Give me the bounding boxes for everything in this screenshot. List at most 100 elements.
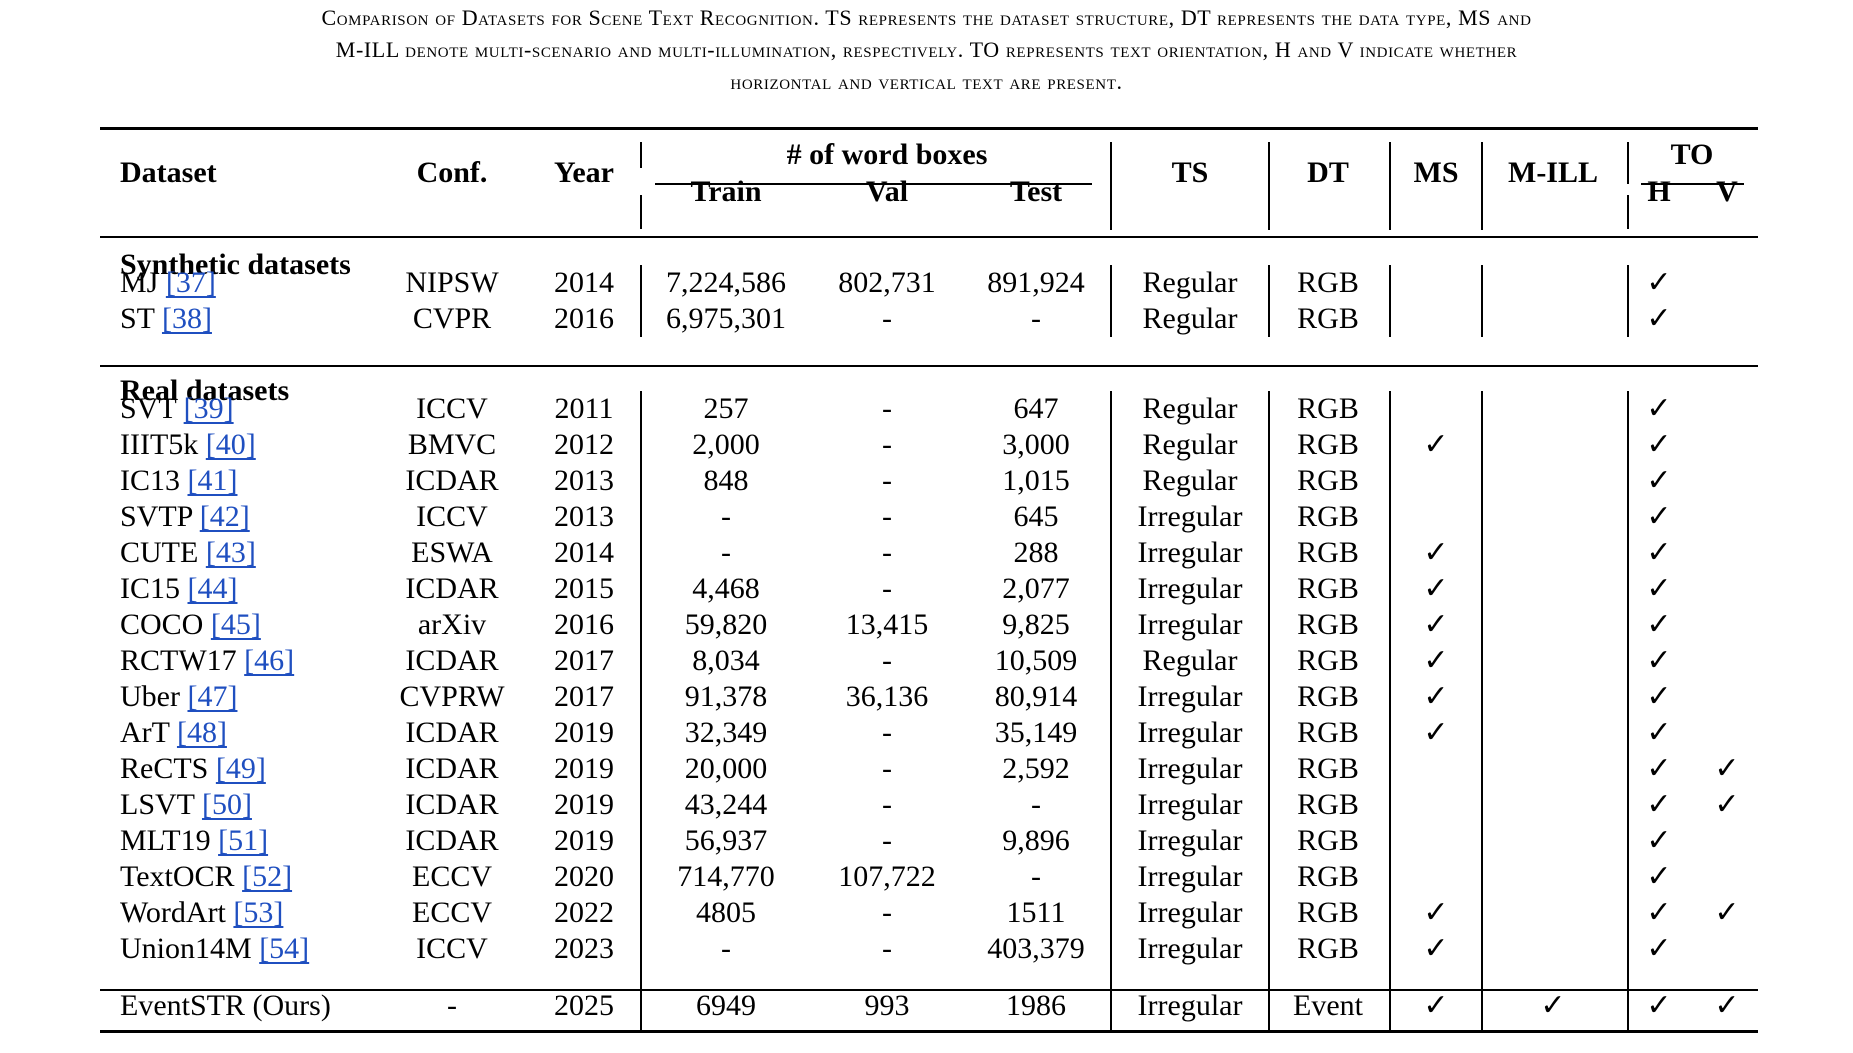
citation-link[interactable]: [38] (161, 302, 212, 335)
column-divider (1110, 265, 1112, 337)
column-divider (1268, 991, 1270, 1030)
cell-dt: RGB (1297, 824, 1359, 857)
cell-conf: ESWA (411, 536, 493, 569)
column-divider (1627, 265, 1629, 337)
cell-dt: RGB (1297, 788, 1359, 821)
cell-val: 13,415 (845, 608, 929, 641)
cell-dt: RGB (1297, 716, 1359, 749)
column-divider (1110, 991, 1112, 1030)
cell-year: 2011 (554, 392, 614, 425)
cell-val: 107,722 (838, 860, 936, 893)
cell-train: 43,244 (684, 788, 768, 821)
dataset-name-textocr: TextOCR [52] (120, 859, 292, 895)
cell-conf: arXiv (417, 608, 487, 641)
cell-train: 2,000 (692, 428, 760, 461)
header-test: Test (1009, 175, 1063, 208)
v-check: ✓ (1714, 895, 1740, 930)
cell-year: 2013 (554, 500, 614, 533)
dataset-name-rects: ReCTS [49] (120, 751, 266, 787)
dataset-name-text: EventSTR (Ours) (120, 989, 331, 1022)
cell-ts: Irregular (1137, 752, 1243, 785)
cell-val: - (882, 302, 892, 335)
citation-link[interactable]: [45] (210, 608, 261, 641)
h-check: ✓ (1646, 301, 1672, 336)
cell-val: - (882, 536, 892, 569)
cell-train: - (721, 536, 731, 569)
cell-test: 645 (1013, 500, 1059, 533)
dataset-name-coco: COCO [45] (120, 607, 261, 643)
cell-ts: Regular (1142, 428, 1238, 461)
header-bottom-rule (100, 236, 1758, 238)
cell-conf: ICDAR (405, 644, 499, 677)
cell-test: - (1031, 788, 1041, 821)
h-check: ✓ (1646, 391, 1672, 426)
cell-ts: Irregular (1137, 788, 1243, 821)
citation-link[interactable]: [52] (242, 860, 293, 893)
cell-year: 2014 (554, 536, 614, 569)
citation-link[interactable]: [48] (176, 716, 227, 749)
citation-link[interactable]: [47] (187, 680, 238, 713)
group-separator-rule (100, 365, 1758, 367)
ours-separator-rule (100, 989, 1758, 991)
cell-test: 891,924 (987, 266, 1085, 299)
cell-conf: ICCV (416, 392, 488, 425)
dataset-name-eventstr: EventSTR (Ours) (120, 988, 331, 1024)
citation-link[interactable]: [51] (218, 824, 269, 857)
ms-check: ✓ (1423, 607, 1449, 642)
cell-val: 36,136 (845, 680, 929, 713)
cell-ts: Regular (1142, 464, 1238, 497)
bottom-rule (100, 1030, 1758, 1033)
citation-link[interactable]: [54] (259, 932, 310, 965)
citation-link[interactable]: [41] (187, 464, 238, 497)
dataset-name-svtp: SVTP [42] (120, 499, 250, 535)
cell-conf: BMVC (407, 428, 497, 461)
word-boxes-underline (655, 183, 1092, 185)
header-ms: MS (1413, 156, 1459, 189)
caption-line-2: M-ILL denote multi-scenario and multi-il… (335, 37, 1518, 62)
cell-ts: Irregular (1137, 932, 1243, 965)
cell-conf: ICDAR (405, 824, 499, 857)
caption-line-1: Comparison of Datasets for Scene Text Re… (321, 5, 1532, 30)
cell-year: 2015 (554, 572, 614, 605)
cell-dt: RGB (1297, 932, 1359, 965)
header-ts: TS (1171, 156, 1209, 189)
header-v: V (1716, 175, 1738, 208)
cell-test: 3,000 (1002, 428, 1070, 461)
dataset-name-text: TextOCR (120, 860, 235, 893)
citation-link[interactable]: [46] (244, 644, 295, 677)
dataset-name-text: IC15 (120, 572, 180, 605)
column-divider (1481, 142, 1483, 230)
column-divider (1481, 991, 1483, 1030)
column-divider (640, 265, 642, 337)
cell-year: 2014 (554, 266, 614, 299)
dataset-name-text: Union14M (120, 932, 252, 965)
cell-ts: Irregular (1137, 536, 1243, 569)
dataset-name-text: CUTE (120, 536, 199, 569)
citation-link[interactable]: [39] (183, 392, 234, 425)
citation-link[interactable]: [50] (201, 788, 252, 821)
cell-train: 848 (703, 464, 749, 497)
citation-link[interactable]: [49] (215, 752, 266, 785)
header-dataset: Dataset (120, 156, 217, 189)
dataset-name-mj: MJ [37] (120, 265, 216, 301)
cell-dt: RGB (1297, 392, 1359, 425)
cell-val: - (882, 464, 892, 497)
dataset-name-ic15: IC15 [44] (120, 571, 237, 607)
citation-link[interactable]: [43] (205, 536, 256, 569)
header-dt: DT (1307, 156, 1349, 189)
citation-link[interactable]: [44] (187, 572, 238, 605)
cell-year: 2019 (554, 752, 614, 785)
citation-link[interactable]: [37] (165, 266, 216, 299)
cell-val: - (882, 716, 892, 749)
column-divider (1268, 142, 1270, 230)
header-year: Year (554, 156, 614, 189)
dataset-name-st: ST [38] (120, 301, 212, 337)
citation-link[interactable]: [40] (205, 428, 256, 461)
cell-dt: RGB (1297, 536, 1359, 569)
cell-test: 647 (1013, 392, 1059, 425)
h-check: ✓ (1646, 931, 1672, 966)
citation-link[interactable]: [42] (199, 500, 250, 533)
citation-link[interactable]: [53] (233, 896, 284, 929)
v-check: ✓ (1714, 787, 1740, 822)
cell-ts: Irregular (1137, 608, 1243, 641)
